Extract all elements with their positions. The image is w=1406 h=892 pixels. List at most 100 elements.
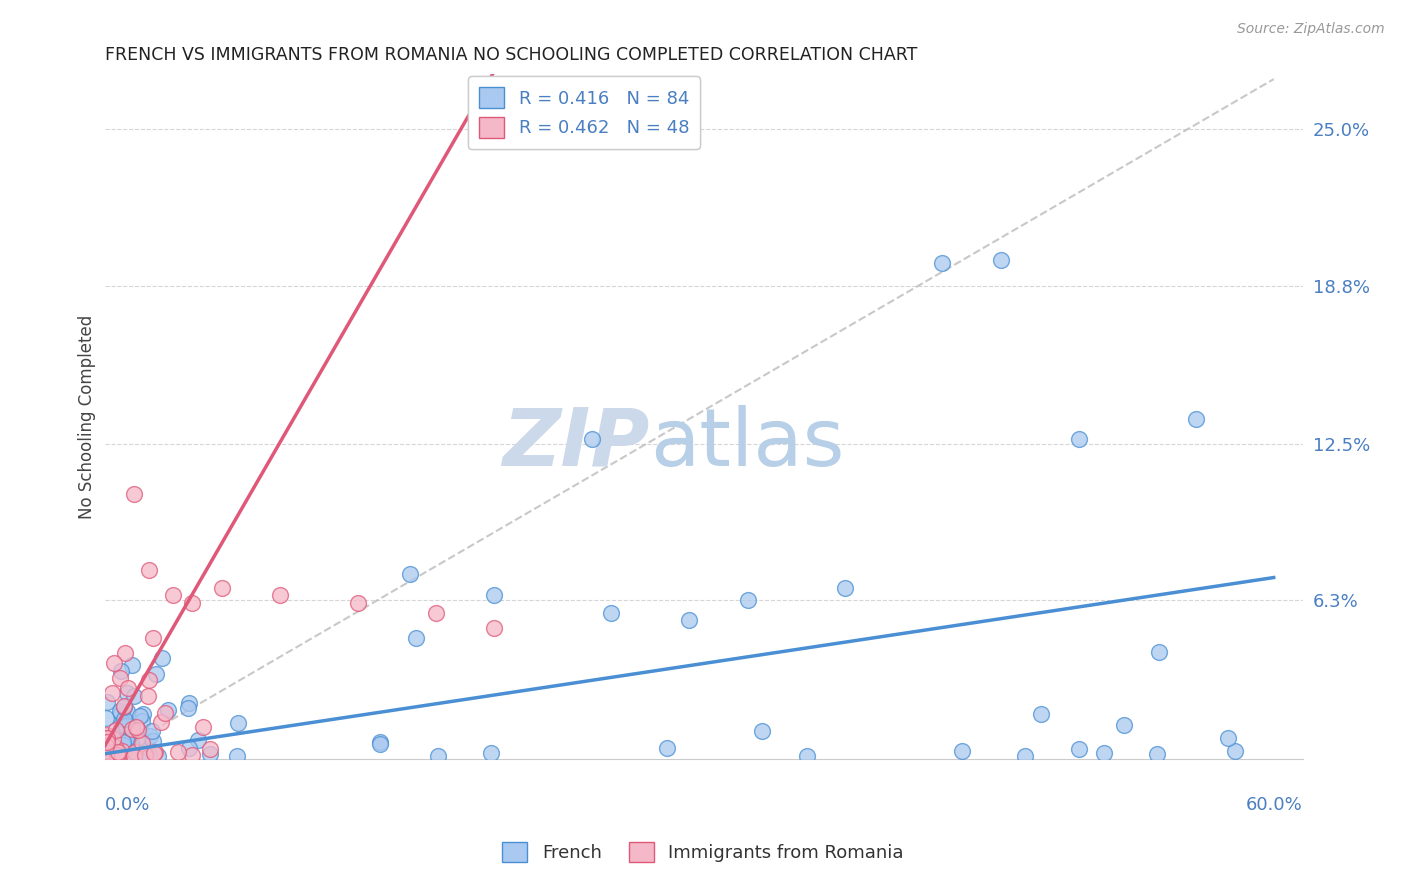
Point <box>118 717 141 731</box>
Point <box>125 731 148 746</box>
Point <box>112 699 135 714</box>
Point <box>96 749 118 764</box>
Point <box>834 581 856 595</box>
Point <box>138 749 160 764</box>
Point <box>124 689 146 703</box>
Point <box>128 708 150 723</box>
Point <box>1067 432 1090 446</box>
Point <box>581 432 603 446</box>
Point <box>425 606 447 620</box>
Point <box>187 733 209 747</box>
Point <box>101 747 124 762</box>
Point <box>150 650 173 665</box>
Point <box>269 588 291 602</box>
Point <box>100 735 122 749</box>
Point <box>101 749 124 764</box>
Point <box>177 741 200 756</box>
Point <box>176 701 198 715</box>
Point <box>96 695 118 709</box>
Point <box>138 563 160 577</box>
Y-axis label: No Schooling Completed: No Schooling Completed <box>79 314 96 518</box>
Point <box>166 745 188 759</box>
Point <box>211 581 233 595</box>
Point <box>112 713 135 727</box>
Point <box>117 686 139 700</box>
Legend: R = 0.416   N = 84, R = 0.462   N = 48: R = 0.416 N = 84, R = 0.462 N = 48 <box>468 77 700 149</box>
Point <box>1014 749 1036 764</box>
Point <box>114 714 136 729</box>
Point <box>94 711 117 725</box>
Point <box>347 596 370 610</box>
Point <box>114 740 136 755</box>
Point <box>98 747 121 761</box>
Point <box>127 723 149 737</box>
Point <box>368 737 391 751</box>
Text: Source: ZipAtlas.com: Source: ZipAtlas.com <box>1237 22 1385 37</box>
Point <box>600 606 623 620</box>
Point <box>94 739 117 753</box>
Point <box>134 747 156 762</box>
Text: 0.0%: 0.0% <box>104 797 150 814</box>
Point <box>1216 731 1239 745</box>
Point <box>96 749 118 764</box>
Point <box>121 722 143 736</box>
Point <box>104 740 127 755</box>
Point <box>142 747 165 761</box>
Point <box>162 588 184 602</box>
Point <box>142 734 165 748</box>
Point <box>655 741 678 756</box>
Point <box>796 749 818 764</box>
Point <box>1147 645 1170 659</box>
Point <box>105 732 128 747</box>
Point <box>1092 746 1115 760</box>
Point <box>104 739 127 754</box>
Point <box>103 656 125 670</box>
Point <box>107 749 129 764</box>
Point <box>198 742 221 756</box>
Point <box>484 621 506 635</box>
Point <box>110 718 132 732</box>
Point <box>94 749 117 764</box>
Point <box>180 747 202 762</box>
Point <box>990 253 1012 268</box>
Point <box>114 646 136 660</box>
Point <box>142 631 165 645</box>
Point <box>117 733 139 747</box>
Point <box>110 747 132 761</box>
Point <box>157 703 180 717</box>
Point <box>103 739 125 753</box>
Point <box>950 744 973 758</box>
Point <box>136 689 159 703</box>
Point <box>117 681 139 696</box>
Text: ZIP: ZIP <box>502 405 650 483</box>
Point <box>115 719 138 733</box>
Point <box>931 256 953 270</box>
Point <box>141 724 163 739</box>
Point <box>125 721 148 735</box>
Point <box>101 730 124 744</box>
Point <box>405 631 427 645</box>
Point <box>114 732 136 747</box>
Point <box>737 593 759 607</box>
Point <box>110 706 132 721</box>
Text: FRENCH VS IMMIGRANTS FROM ROMANIA NO SCHOOLING COMPLETED CORRELATION CHART: FRENCH VS IMMIGRANTS FROM ROMANIA NO SCH… <box>104 46 917 64</box>
Point <box>132 706 155 721</box>
Point <box>104 742 127 756</box>
Point <box>131 736 153 750</box>
Point <box>146 748 169 763</box>
Point <box>121 739 143 754</box>
Point <box>115 704 138 718</box>
Point <box>138 729 160 743</box>
Point <box>426 749 449 764</box>
Point <box>228 715 250 730</box>
Point <box>484 588 506 602</box>
Point <box>153 706 176 720</box>
Point <box>1184 412 1206 426</box>
Point <box>226 749 249 764</box>
Point <box>121 657 143 672</box>
Point <box>108 671 131 685</box>
Point <box>96 735 118 749</box>
Point <box>111 744 134 758</box>
Point <box>110 664 132 678</box>
Point <box>94 731 117 745</box>
